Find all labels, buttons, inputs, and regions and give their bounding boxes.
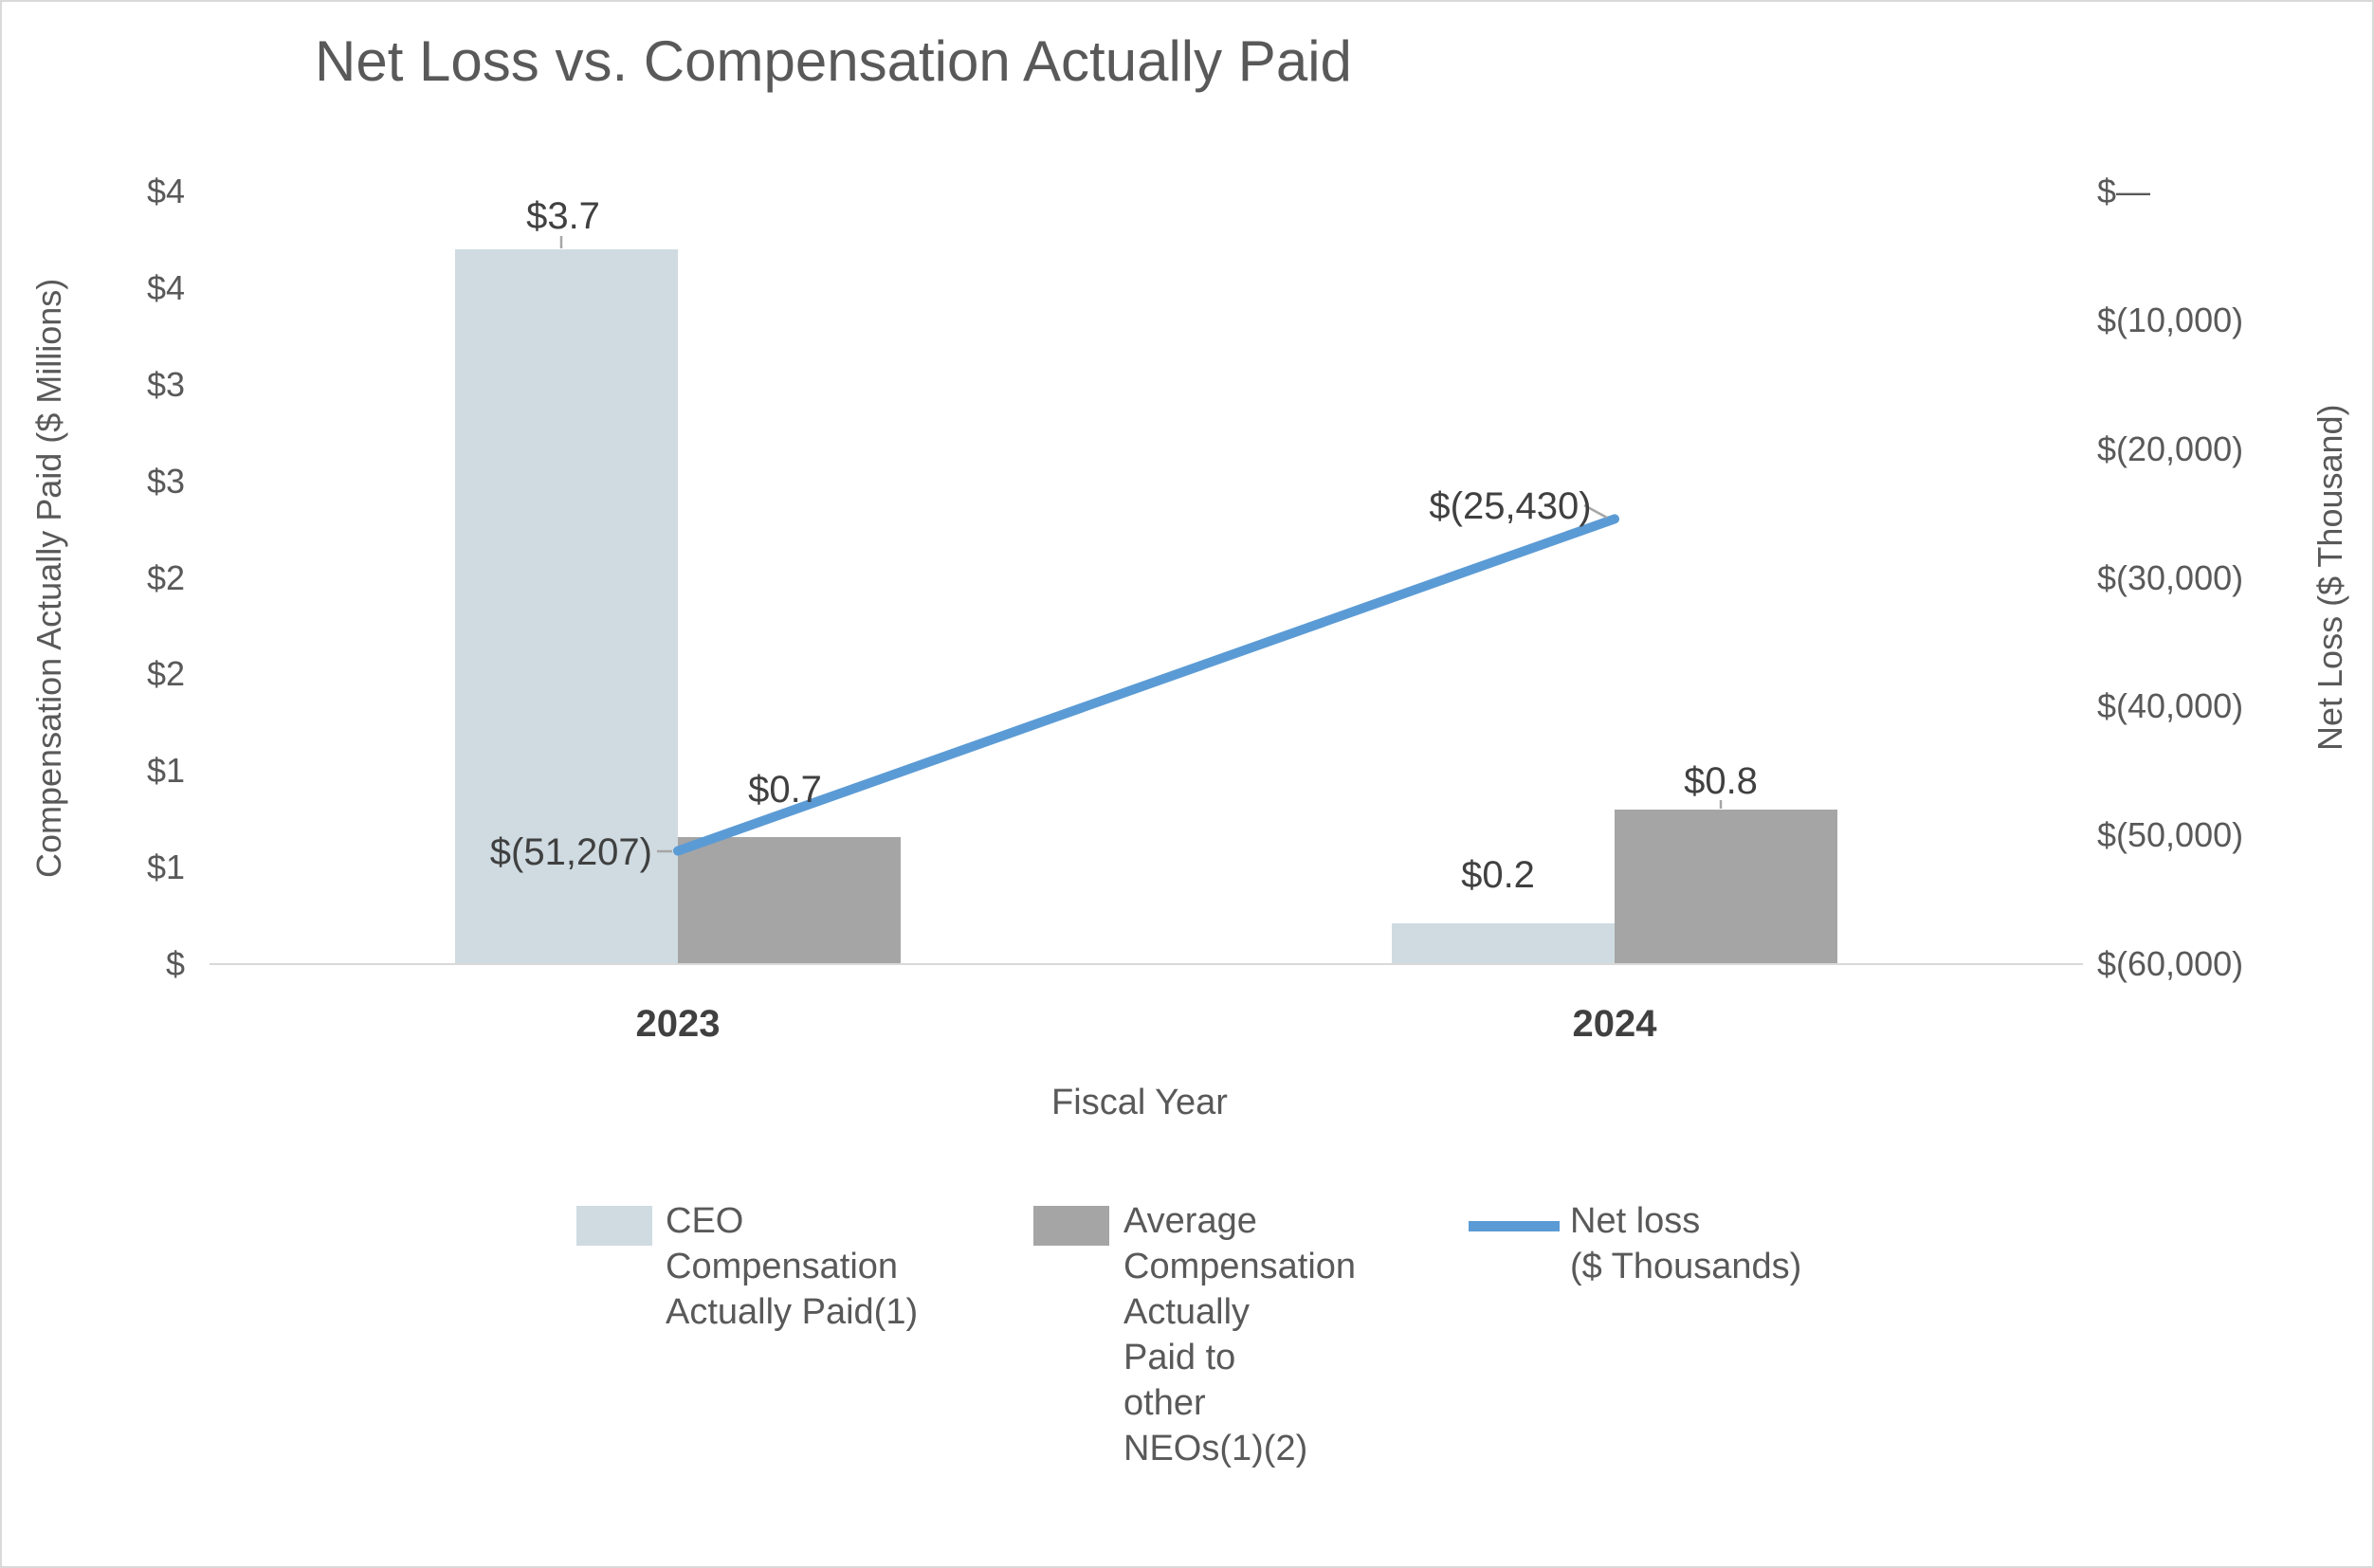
bar-neo-cap-2024 (1615, 810, 1837, 964)
data-label-neo-cap-2023: $0.7 (748, 769, 822, 811)
legend-swatch-net-loss (1469, 1221, 1560, 1231)
bar-ceo-cap-2023 (455, 249, 678, 964)
legend-swatch-ceo-cap (576, 1206, 652, 1246)
x-axis-title: Fiscal Year (1051, 1083, 1228, 1122)
data-label-net-loss-2024: $(25,430) (1429, 485, 1592, 527)
left-axis-tick-label: $4 (146, 267, 185, 307)
left-axis-tick-label: $1 (146, 751, 185, 791)
right-axis-tick-label: $(10,000) (2097, 300, 2244, 339)
left-axis-tick-label: $ (165, 944, 185, 983)
data-label-ceo-cap-2023: $3.7 (526, 195, 600, 237)
left-axis-tick-label: $1 (146, 848, 185, 887)
right-axis-tick-label: $(60,000) (2097, 944, 2244, 983)
right-axis-tick-label: $— (2097, 172, 2151, 210)
legend-label-ceo-cap: CEO Compensation Actually Paid(1) (666, 1201, 919, 1332)
chart-title: Net Loss vs. Compensation Actually Paid (315, 29, 1352, 93)
legend-label-neo-cap: Average Compensation Actually Paid to ot… (1123, 1201, 1357, 1468)
legend-label-net-loss: Net loss ($ Thousands) (1570, 1201, 1802, 1286)
bar-neo-cap-2023 (678, 836, 901, 964)
bar-ceo-cap-2024 (1392, 923, 1615, 964)
left-axis-tick-label: $2 (146, 557, 185, 597)
category-label-2023: 2023 (635, 1003, 721, 1045)
left-axis-tick-label: $3 (146, 461, 185, 501)
right-axis-tick-label: $(20,000) (2097, 428, 2244, 468)
data-label-neo-cap-2024: $0.8 (1684, 760, 1758, 802)
right-axis-tick-label: $(30,000) (2097, 557, 2244, 597)
category-label-2024: 2024 (1572, 1003, 1657, 1045)
x-axis-line (210, 963, 2083, 965)
left-axis-tick-label: $4 (146, 172, 185, 210)
left-axis-tick-label: $3 (146, 364, 185, 404)
right-axis-tick-label: $(40,000) (2097, 686, 2244, 726)
left-axis-tick-label: $2 (146, 654, 185, 694)
data-label-net-loss-2023: $(51,207) (489, 831, 652, 873)
legend-swatch-neo-cap (1033, 1206, 1109, 1246)
data-label-ceo-cap-2024: $0.2 (1461, 854, 1535, 896)
right-axis-tick-label: $(50,000) (2097, 815, 2244, 855)
